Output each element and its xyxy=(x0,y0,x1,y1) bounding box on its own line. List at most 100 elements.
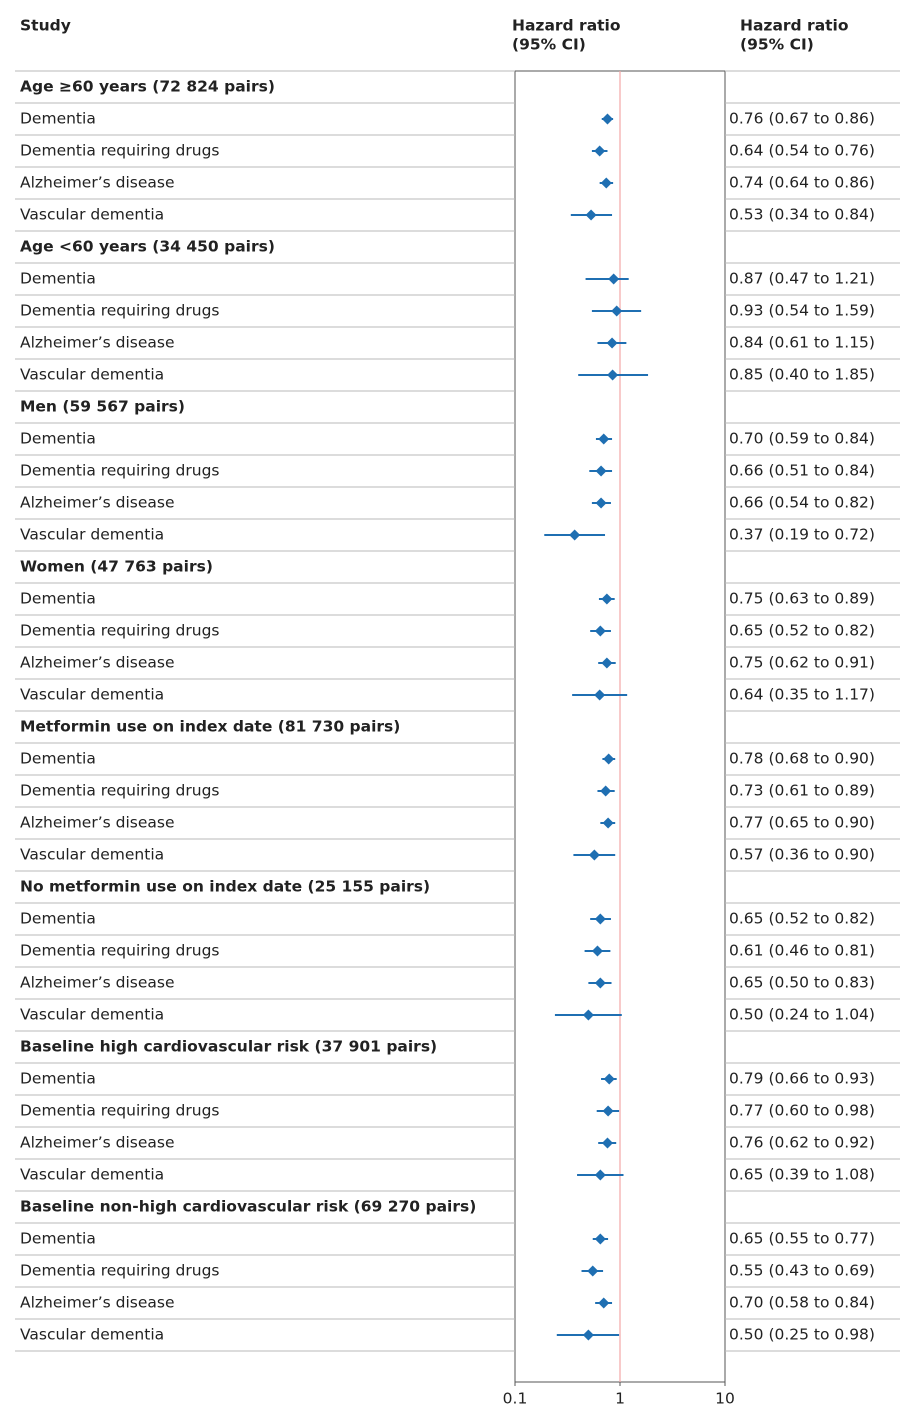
group-label: No metformin use on index date (25 155 p… xyxy=(20,878,430,896)
point-estimate xyxy=(606,337,618,349)
point-estimate xyxy=(595,465,607,477)
estimate-label: 0.76 (0.62 to 0.92) xyxy=(729,1134,875,1152)
point-estimate xyxy=(603,753,615,765)
row-label: Vascular dementia xyxy=(20,206,164,224)
row-label: Dementia requiring drugs xyxy=(20,782,220,800)
row-label: Alzheimer’s disease xyxy=(20,174,175,192)
estimate-label: 0.87 (0.47 to 1.21) xyxy=(729,270,875,288)
row-label: Dementia requiring drugs xyxy=(20,142,220,160)
header-estimate: Hazard ratio xyxy=(740,17,849,35)
estimate-label: 0.75 (0.63 to 0.89) xyxy=(729,590,875,608)
row-label: Vascular dementia xyxy=(20,366,164,384)
row-label: Alzheimer’s disease xyxy=(20,1134,175,1152)
estimate-label: 0.77 (0.60 to 0.98) xyxy=(729,1102,875,1120)
estimate-label: 0.73 (0.61 to 0.89) xyxy=(729,782,875,800)
row-label: Dementia xyxy=(20,1070,96,1088)
estimate-label: 0.76 (0.67 to 0.86) xyxy=(729,110,875,128)
point-estimate xyxy=(569,529,581,541)
estimate-label: 0.64 (0.54 to 0.76) xyxy=(729,142,875,160)
row-label: Vascular dementia xyxy=(20,846,164,864)
estimate-label: 0.84 (0.61 to 1.15) xyxy=(729,334,875,352)
row-label: Dementia requiring drugs xyxy=(20,942,220,960)
x-tick-label: 1 xyxy=(615,1390,625,1406)
header-study: Study xyxy=(20,17,71,35)
group-label: Women (47 763 pairs) xyxy=(20,558,213,576)
row-label: Alzheimer’s disease xyxy=(20,494,175,512)
estimate-label: 0.50 (0.25 to 0.98) xyxy=(729,1326,875,1344)
estimate-label: 0.78 (0.68 to 0.90) xyxy=(729,750,875,768)
point-estimate xyxy=(608,273,620,285)
row-label: Dementia xyxy=(20,430,96,448)
point-estimate xyxy=(595,497,607,509)
point-estimate xyxy=(600,785,612,797)
row-label: Dementia xyxy=(20,270,96,288)
row-label: Vascular dementia xyxy=(20,1166,164,1184)
header-plot: Hazard ratio xyxy=(512,17,621,35)
header-plot: (95% CI) xyxy=(512,36,586,54)
point-estimate xyxy=(598,433,610,445)
row-label: Dementia xyxy=(20,750,96,768)
estimate-label: 0.77 (0.65 to 0.90) xyxy=(729,814,875,832)
point-estimate xyxy=(594,625,606,637)
row-label: Dementia requiring drugs xyxy=(20,462,220,480)
group-label: Baseline high cardiovascular risk (37 90… xyxy=(20,1038,437,1056)
row-label: Alzheimer’s disease xyxy=(20,974,175,992)
group-label: Age <60 years (34 450 pairs) xyxy=(20,238,275,256)
row-label: Vascular dementia xyxy=(20,526,164,544)
row-label: Dementia requiring drugs xyxy=(20,302,220,320)
row-label: Vascular dementia xyxy=(20,686,164,704)
row-label: Vascular dementia xyxy=(20,1326,164,1344)
group-label: Age ≥60 years (72 824 pairs) xyxy=(20,78,275,96)
point-estimate xyxy=(611,305,623,317)
estimate-label: 0.57 (0.36 to 0.90) xyxy=(729,846,875,864)
header-estimate: (95% CI) xyxy=(740,36,814,54)
estimate-label: 0.65 (0.52 to 0.82) xyxy=(729,622,875,640)
point-estimate xyxy=(601,657,613,669)
row-label: Alzheimer’s disease xyxy=(20,334,175,352)
estimate-label: 0.70 (0.58 to 0.84) xyxy=(729,1294,875,1312)
estimate-label: 0.65 (0.50 to 0.83) xyxy=(729,974,875,992)
point-estimate xyxy=(594,1169,606,1181)
row-label: Alzheimer’s disease xyxy=(20,814,175,832)
x-tick-label: 0.1 xyxy=(503,1390,528,1406)
estimate-label: 0.53 (0.34 to 0.84) xyxy=(729,206,875,224)
point-estimate xyxy=(602,1105,614,1117)
estimate-label: 0.65 (0.52 to 0.82) xyxy=(729,910,875,928)
estimate-label: 0.79 (0.66 to 0.93) xyxy=(729,1070,875,1088)
point-estimate xyxy=(587,1265,599,1277)
row-label: Dementia xyxy=(20,590,96,608)
point-estimate xyxy=(591,945,603,957)
group-label: Metformin use on index date (81 730 pair… xyxy=(20,718,400,736)
estimate-label: 0.50 (0.24 to 1.04) xyxy=(729,1006,875,1024)
estimate-label: 0.85 (0.40 to 1.85) xyxy=(729,366,875,384)
row-label: Alzheimer’s disease xyxy=(20,1294,175,1312)
estimate-label: 0.70 (0.59 to 0.84) xyxy=(729,430,875,448)
point-estimate xyxy=(582,1329,594,1341)
point-estimate xyxy=(601,113,613,125)
estimate-label: 0.66 (0.54 to 0.82) xyxy=(729,494,875,512)
estimate-label: 0.65 (0.55 to 0.77) xyxy=(729,1230,875,1248)
estimate-label: 0.93 (0.54 to 1.59) xyxy=(729,302,875,320)
estimate-label: 0.61 (0.46 to 0.81) xyxy=(729,942,875,960)
point-estimate xyxy=(594,689,606,701)
point-estimate xyxy=(607,369,619,381)
estimate-label: 0.64 (0.35 to 1.17) xyxy=(729,686,875,704)
point-estimate xyxy=(594,977,606,989)
point-estimate xyxy=(582,1009,594,1021)
point-estimate xyxy=(598,1297,610,1309)
estimate-label: 0.37 (0.19 to 0.72) xyxy=(729,526,875,544)
estimate-label: 0.65 (0.39 to 1.08) xyxy=(729,1166,875,1184)
point-estimate xyxy=(585,209,597,221)
point-estimate xyxy=(600,177,612,189)
row-label: Dementia requiring drugs xyxy=(20,1102,220,1120)
row-label: Dementia xyxy=(20,1230,96,1248)
row-label: Dementia xyxy=(20,110,96,128)
group-label: Baseline non-high cardiovascular risk (6… xyxy=(20,1198,476,1216)
point-estimate xyxy=(601,593,613,605)
estimate-label: 0.74 (0.64 to 0.86) xyxy=(729,174,875,192)
group-label: Men (59 567 pairs) xyxy=(20,398,185,416)
row-label: Dementia requiring drugs xyxy=(20,1262,220,1280)
point-estimate xyxy=(594,913,606,925)
